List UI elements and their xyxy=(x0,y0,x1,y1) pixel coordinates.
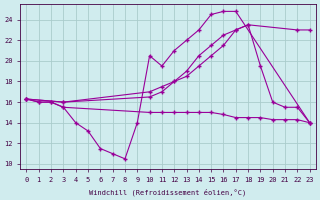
X-axis label: Windchill (Refroidissement éolien,°C): Windchill (Refroidissement éolien,°C) xyxy=(90,188,247,196)
